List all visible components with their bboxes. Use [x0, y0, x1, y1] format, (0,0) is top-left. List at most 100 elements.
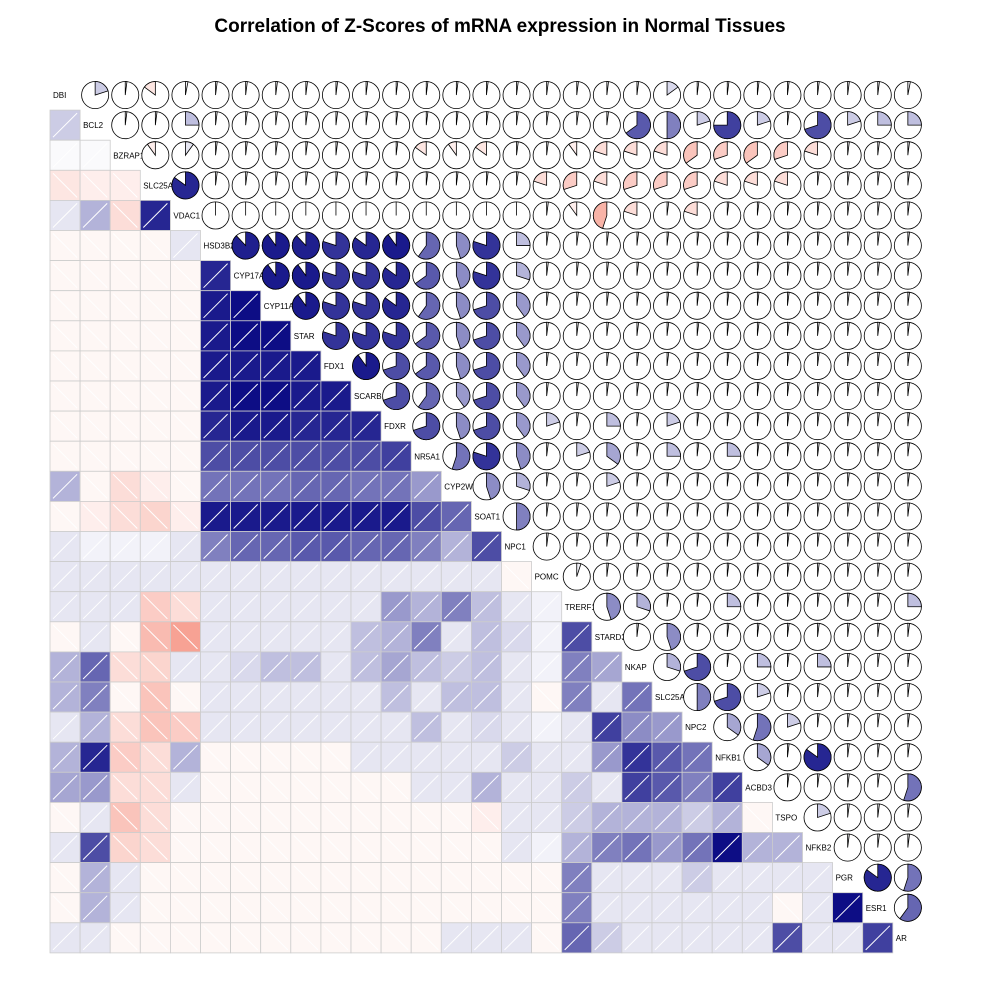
shade-cell [621, 832, 653, 864]
pie-cell [592, 171, 621, 200]
pie-cell [261, 231, 290, 260]
shade-cell [109, 260, 141, 292]
shade-cell [561, 741, 593, 773]
pie-cell [322, 261, 350, 290]
shade-cell [230, 621, 262, 653]
pie-cell [382, 141, 411, 170]
pie-cell [803, 683, 832, 712]
shade-cell [79, 621, 111, 653]
diagonal-label-bcl2: BCL2 [83, 121, 104, 130]
shade-cell [79, 260, 111, 292]
pie-cell [833, 261, 862, 290]
shade-cell [772, 892, 803, 924]
shade-cell [290, 922, 322, 954]
pie-cell [713, 261, 742, 290]
shade-cell [711, 892, 743, 924]
pie-cell [713, 141, 742, 170]
shade-cell [109, 832, 141, 864]
pie-cell [653, 111, 682, 140]
pie-cell [653, 532, 682, 561]
pie-cell [683, 622, 712, 651]
pie-cell [291, 141, 320, 170]
shade-cell [230, 410, 262, 442]
pie-cell [743, 652, 772, 681]
pie-cell [592, 291, 621, 320]
pie-cell [833, 803, 862, 832]
shade-cell [832, 922, 864, 954]
shade-cell [139, 681, 171, 713]
pie-cell [833, 442, 862, 471]
shade-cell [139, 741, 171, 773]
pie-cell [683, 261, 712, 290]
shade-cell [501, 802, 533, 833]
shade-cell [169, 591, 201, 623]
pie-cell [412, 111, 441, 140]
shade-cell [440, 741, 472, 773]
pie-cell [803, 111, 832, 140]
diagonal-label-cyp2w1: CYP2W1 [444, 482, 477, 491]
shade-cell [169, 470, 201, 502]
shade-cell [49, 741, 81, 773]
pie-cell [893, 803, 922, 832]
shade-cell [79, 892, 111, 924]
pie-cell [412, 231, 441, 260]
pie-cell [592, 502, 621, 531]
pie-cell [713, 562, 742, 591]
shade-cell [470, 531, 502, 563]
shade-cell [139, 531, 171, 563]
shade-cell [200, 771, 232, 803]
shade-cell [741, 922, 773, 954]
shade-cell [260, 802, 292, 833]
pie-cell [803, 351, 832, 380]
pie-cell [562, 351, 591, 380]
shade-cell [350, 440, 382, 472]
shade-cell [79, 681, 111, 713]
pie-cell [863, 622, 892, 651]
shade-cell [79, 139, 111, 171]
pie-cell [773, 382, 802, 411]
pie-cell [863, 713, 892, 742]
pie-cell [863, 321, 892, 350]
pie-cell [833, 502, 862, 531]
shade-cell [651, 862, 683, 894]
pie-cell [743, 141, 772, 170]
shade-cell [79, 169, 111, 201]
pie-cell [562, 231, 591, 260]
shade-cell [380, 681, 412, 713]
diagonal-label-soat1: SOAT1 [474, 512, 500, 521]
shade-cell [139, 832, 171, 864]
shade-cell [260, 591, 292, 623]
pie-cell [713, 683, 742, 712]
pie-cell [442, 351, 471, 380]
pie-cell [833, 231, 862, 260]
shade-cell [410, 591, 442, 623]
pie-cell [893, 141, 922, 170]
shade-cell [440, 621, 472, 653]
shade-cell [531, 651, 563, 683]
shade-cell [440, 922, 472, 954]
pie-cell [893, 201, 922, 230]
shade-cell [440, 802, 472, 833]
pie-cell [863, 863, 892, 892]
shade-cell [501, 862, 533, 894]
pie-cell [893, 472, 922, 501]
pie-cell [231, 171, 260, 200]
shade-cell [290, 771, 322, 803]
shade-cell [621, 711, 653, 743]
shade-cell [260, 922, 292, 954]
shade-cell [501, 651, 533, 683]
shade-cell [651, 802, 683, 833]
pie-cell [863, 382, 892, 411]
shade-cell [260, 681, 292, 713]
diagonal-label-cyp11a1: CYP11A1 [264, 302, 299, 311]
pie-cell [833, 622, 862, 651]
shade-cell [109, 500, 141, 532]
shade-cell [681, 832, 713, 864]
pie-cell [773, 592, 802, 621]
shade-cell [651, 892, 683, 924]
pie-cell [592, 472, 621, 501]
pie-cell [291, 261, 320, 290]
pie-cell [291, 81, 320, 110]
shade-cell [139, 802, 171, 833]
shade-cell [290, 561, 322, 593]
